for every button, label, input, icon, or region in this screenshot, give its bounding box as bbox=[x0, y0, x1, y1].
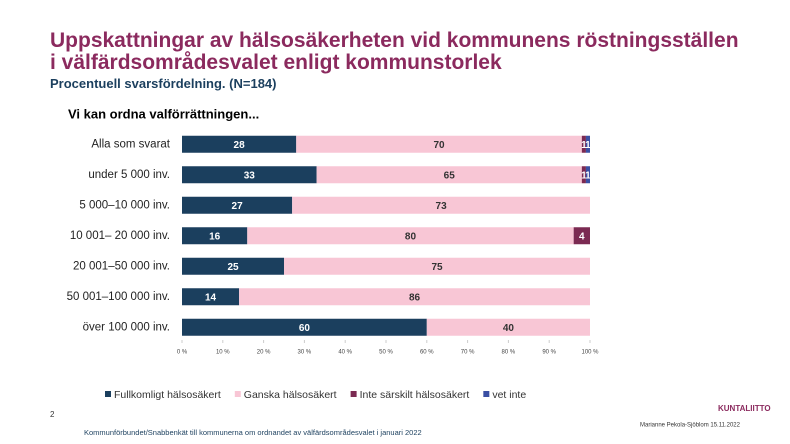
data-label: 75 bbox=[431, 262, 443, 273]
bar-segment bbox=[296, 135, 582, 153]
x-tick-label: 30 % bbox=[298, 350, 312, 356]
data-label: 1 bbox=[585, 170, 591, 181]
bar-segment bbox=[426, 318, 590, 336]
bar-segment bbox=[316, 166, 582, 184]
bar-segment bbox=[182, 288, 240, 306]
legend-swatch bbox=[105, 391, 111, 397]
chart-title: Uppskattningar av hälsosäkerheten vid ko… bbox=[50, 29, 739, 74]
bar-segment bbox=[182, 196, 293, 214]
page-number: 2 bbox=[50, 410, 55, 419]
bar-segment bbox=[182, 227, 248, 245]
data-label: 28 bbox=[234, 140, 246, 151]
data-label: 1 bbox=[581, 140, 587, 151]
x-tick-label: 100 % bbox=[581, 350, 599, 356]
bar-segment bbox=[581, 166, 586, 184]
bar-segment bbox=[182, 135, 297, 153]
y-tick-label: under 5 000 inv. bbox=[88, 169, 170, 181]
x-tick-label: 20 % bbox=[257, 350, 271, 356]
bar-segment bbox=[573, 227, 590, 245]
y-tick-label: över 100 000 inv. bbox=[83, 321, 170, 333]
footer-source: Kommunförbundet/Snabbenkät till kommuner… bbox=[84, 428, 422, 437]
data-label: 65 bbox=[444, 170, 456, 181]
x-tick-label: 80 % bbox=[502, 350, 516, 356]
legend-swatch bbox=[483, 391, 490, 397]
data-label: 80 bbox=[405, 231, 417, 242]
legend-label: Inte särskilt hälsosäkert bbox=[360, 389, 470, 401]
chart-heading: Vi kan ordna valförrättningen... bbox=[68, 106, 259, 121]
bar-segment bbox=[284, 257, 590, 275]
bar-segment bbox=[581, 135, 586, 153]
data-label: 16 bbox=[209, 231, 221, 242]
bar-segment bbox=[585, 166, 590, 184]
x-tick-label: 0 % bbox=[177, 350, 188, 356]
x-tick-label: 70 % bbox=[461, 350, 475, 356]
data-label: 4 bbox=[579, 231, 585, 242]
chart-subtitle: Procentuell svarsfördelning. (N=184) bbox=[50, 76, 277, 91]
y-tick-label: Alla som svarat bbox=[91, 138, 170, 150]
x-tick-label: 40 % bbox=[338, 350, 352, 356]
bar-segment bbox=[247, 227, 574, 245]
legend-swatch bbox=[234, 391, 241, 397]
data-label: 1 bbox=[585, 140, 591, 151]
x-tick-label: 90 % bbox=[542, 350, 556, 356]
legend-label: vet inte bbox=[492, 389, 526, 401]
y-tick-label: 5 000–10 000 inv. bbox=[79, 199, 170, 211]
data-label: 73 bbox=[436, 201, 448, 212]
legend-label: Fullkomligt hälsosäkert bbox=[114, 389, 221, 401]
y-tick-label: 20 001–50 000 inv. bbox=[73, 260, 170, 272]
data-label: 86 bbox=[409, 292, 421, 303]
legend-swatch bbox=[350, 391, 357, 397]
data-label: 14 bbox=[205, 292, 217, 303]
data-label: 27 bbox=[232, 201, 244, 212]
bar-segment bbox=[182, 318, 427, 336]
bar-segment bbox=[292, 196, 590, 214]
data-label: 33 bbox=[244, 170, 256, 181]
x-tick-label: 10 % bbox=[216, 350, 230, 356]
data-label: 25 bbox=[227, 262, 239, 273]
data-label: 60 bbox=[299, 323, 311, 334]
data-label: 1 bbox=[581, 170, 587, 181]
x-tick-label: 60 % bbox=[420, 350, 434, 356]
footer-author: Marianne Pekola-Sjöblom 15.11.2022 bbox=[640, 423, 741, 429]
data-label: 70 bbox=[433, 140, 445, 151]
y-tick-label: 50 001–100 000 inv. bbox=[67, 291, 170, 303]
legend-label: Ganska hälsosäkert bbox=[244, 389, 337, 401]
bar-segment bbox=[239, 288, 590, 306]
bar-segment bbox=[182, 257, 284, 275]
data-label: 40 bbox=[503, 323, 515, 334]
logo: KUNTALIITTO bbox=[718, 404, 771, 413]
bar-segment bbox=[585, 135, 590, 153]
y-tick-label: 10 001– 20 000 inv. bbox=[70, 230, 170, 242]
x-tick-label: 50 % bbox=[379, 350, 393, 356]
bar-segment bbox=[182, 166, 317, 184]
